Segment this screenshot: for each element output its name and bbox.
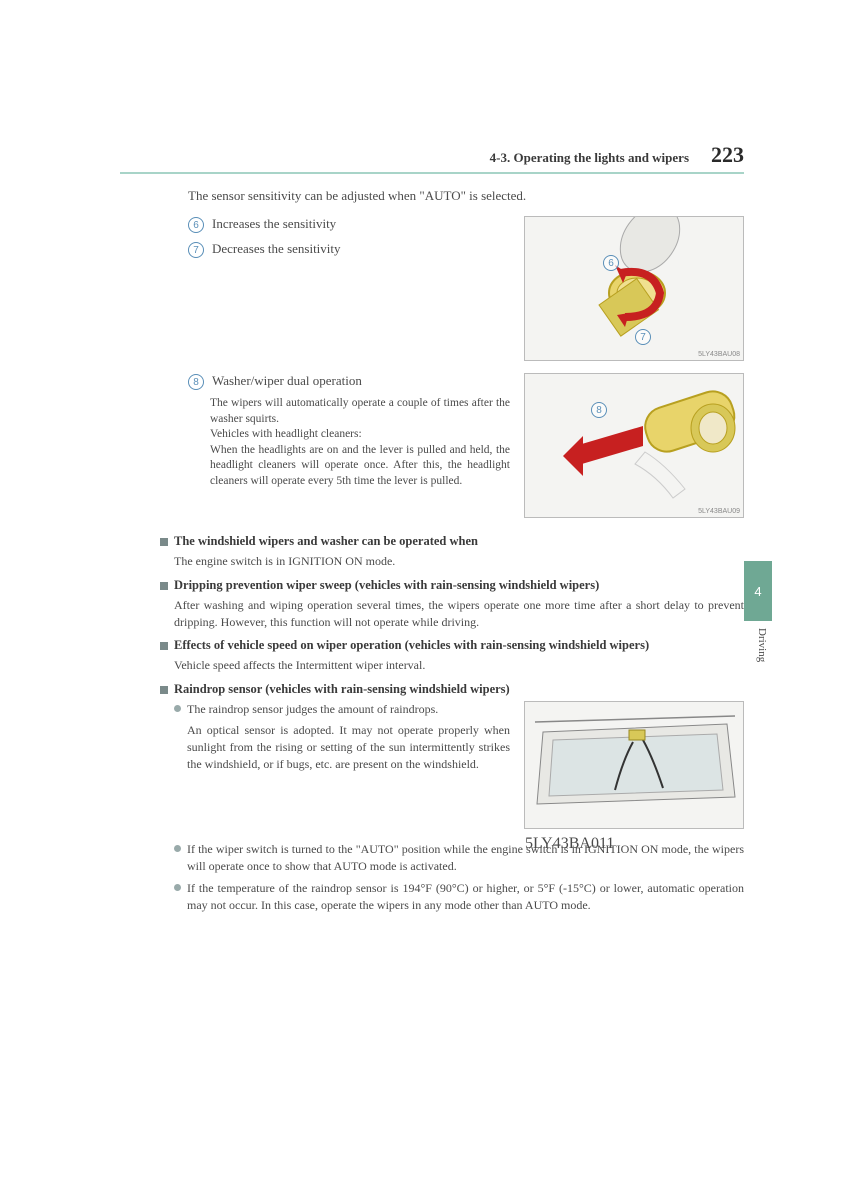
note-3-title: Effects of vehicle speed on wiper operat… [174, 638, 649, 653]
bullet-3: If the temperature of the raindrop senso… [174, 880, 744, 914]
note-2-body: After washing and wiping operation sever… [174, 597, 744, 631]
note-2-head: Dripping prevention wiper sweep (vehicle… [160, 578, 744, 593]
note-1: The windshield wipers and washer can be … [160, 534, 744, 570]
note-4: Raindrop sensor (vehicles with rain-sens… [160, 682, 744, 913]
bullet-1-text: The raindrop sensor judges the amount of… [187, 701, 510, 772]
step-7-marker: 7 [188, 242, 204, 258]
step-8-title: Washer/wiper dual operation [212, 373, 362, 389]
page-header: 4-3. Operating the lights and wipers 223 [170, 142, 744, 168]
sensitivity-illustration: 6 7 5LY43BAU08 [524, 216, 744, 361]
callout-7: 7 [635, 329, 651, 345]
illustration-tag: 5LY43BA011 [525, 835, 743, 853]
washer-text-block: 8 Washer/wiper dual operation The wipers… [188, 373, 510, 518]
note-2-title: Dripping prevention wiper sweep (vehicle… [174, 578, 599, 593]
chapter-tab: 4 [744, 561, 772, 621]
page-number: 223 [711, 142, 744, 168]
raindrop-text: The raindrop sensor judges the amount of… [174, 701, 510, 829]
raindrop-row: The raindrop sensor judges the amount of… [174, 701, 744, 829]
step-6-marker: 6 [188, 217, 204, 233]
step-8: 8 Washer/wiper dual operation [188, 373, 510, 390]
square-bullet-icon [160, 538, 168, 546]
round-bullet-icon [174, 845, 181, 852]
callout-6: 6 [603, 255, 619, 271]
step-7-text: Decreases the sensitivity [212, 241, 341, 257]
section-title: 4-3. Operating the lights and wipers [490, 150, 689, 166]
washer-row: 8 Washer/wiper dual operation The wipers… [188, 373, 744, 518]
header-rule [120, 172, 744, 174]
step-6: 6 Increases the sensitivity [188, 216, 510, 233]
note-3: Effects of vehicle speed on wiper operat… [160, 638, 744, 674]
washer-illustration: 8 5LY43BAU09 [524, 373, 744, 518]
square-bullet-icon [160, 582, 168, 590]
chapter-label: Driving [756, 628, 768, 662]
step-7: 7 Decreases the sensitivity [188, 241, 510, 258]
note-2: Dripping prevention wiper sweep (vehicle… [160, 578, 744, 631]
note-4-head: Raindrop sensor (vehicles with rain-sens… [160, 682, 744, 697]
raindrop-illustration: 5LY43BA011 [524, 701, 744, 829]
page-content: 4-3. Operating the lights and wipers 223… [0, 0, 848, 961]
washer-body-2: Vehicles with headlight cleaners: [210, 427, 510, 443]
illustration-tag: 5LY43BAU08 [698, 351, 740, 358]
info-block: The windshield wipers and washer can be … [160, 534, 744, 913]
note-1-title: The windshield wipers and washer can be … [174, 534, 478, 549]
windshield-icon [525, 702, 745, 830]
intro-text: The sensor sensitivity can be adjusted w… [188, 188, 744, 204]
bullet-1: The raindrop sensor judges the amount of… [174, 701, 510, 772]
note-3-head: Effects of vehicle speed on wiper operat… [160, 638, 744, 653]
sensitivity-steps: 6 Increases the sensitivity 7 Decreases … [188, 216, 510, 361]
bullet-1a: The raindrop sensor judges the amount of… [187, 702, 438, 716]
square-bullet-icon [160, 686, 168, 694]
round-bullet-icon [174, 705, 181, 712]
bullet-1b: An optical sensor is adopted. It may not… [187, 722, 510, 772]
bullet-3-text: If the temperature of the raindrop senso… [187, 880, 744, 914]
lever-pull-icon [525, 374, 745, 519]
washer-body-1: The wipers will automatically operate a … [210, 396, 510, 427]
note-1-head: The windshield wipers and washer can be … [160, 534, 744, 549]
note-3-body: Vehicle speed affects the Intermittent w… [174, 657, 744, 674]
washer-body-3: When the headlights are on and the lever… [210, 443, 510, 490]
step-6-text: Increases the sensitivity [212, 216, 336, 232]
sensitivity-row: 6 Increases the sensitivity 7 Decreases … [188, 216, 744, 361]
note-4-title: Raindrop sensor (vehicles with rain-sens… [174, 682, 510, 697]
note-1-body: The engine switch is in IGNITION ON mode… [174, 553, 744, 570]
callout-8: 8 [591, 402, 607, 418]
round-bullet-icon [174, 884, 181, 891]
step-8-marker: 8 [188, 374, 204, 390]
chapter-number: 4 [754, 584, 761, 599]
illustration-tag: 5LY43BAU09 [698, 508, 740, 515]
square-bullet-icon [160, 642, 168, 650]
